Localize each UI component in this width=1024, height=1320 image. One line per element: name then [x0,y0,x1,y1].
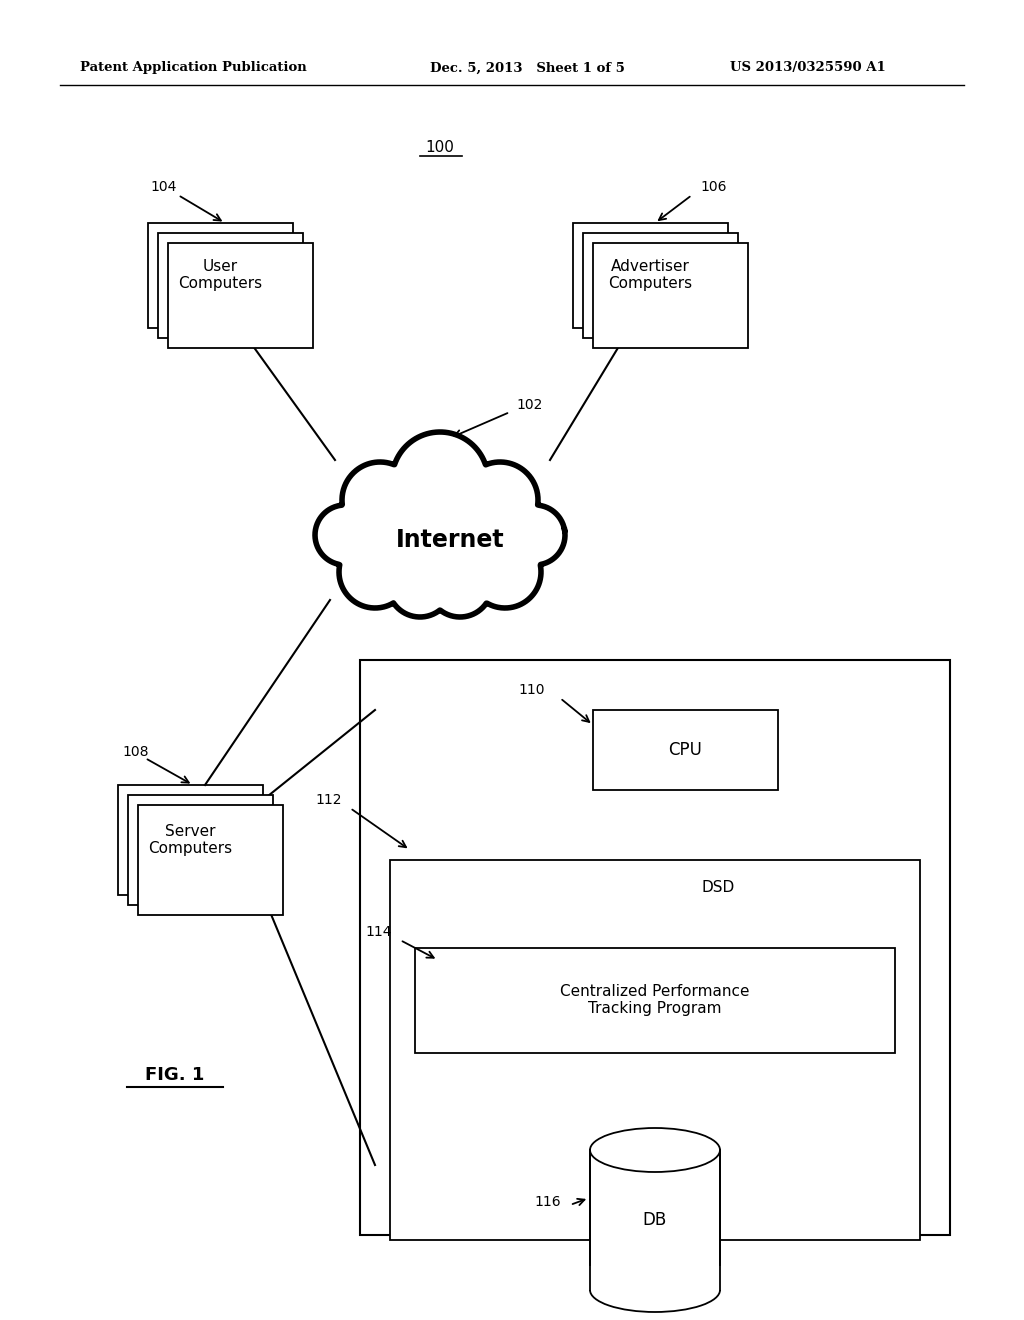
Text: Dec. 5, 2013   Sheet 1 of 5: Dec. 5, 2013 Sheet 1 of 5 [430,62,625,74]
Text: FIG. 1: FIG. 1 [145,1067,205,1084]
Text: 110: 110 [518,682,545,697]
Text: DSD: DSD [702,880,735,895]
Ellipse shape [590,1129,720,1172]
Bar [137,805,283,915]
Text: CPU: CPU [668,741,701,759]
Bar [572,223,727,327]
Bar [390,861,920,1239]
Ellipse shape [590,1269,720,1312]
Bar [593,243,748,347]
Text: Patent Application Publication: Patent Application Publication [80,62,307,74]
Text: 100: 100 [426,140,455,156]
Polygon shape [315,432,565,616]
Text: 104: 104 [150,180,176,194]
Text: 114: 114 [366,925,392,939]
Bar [593,710,777,789]
Bar [118,785,262,895]
Bar [158,232,302,338]
Text: 108: 108 [122,744,148,759]
Bar [583,232,737,338]
Bar [588,1266,722,1290]
Text: 106: 106 [700,180,726,194]
Text: US 2013/0325590 A1: US 2013/0325590 A1 [730,62,886,74]
Text: 116: 116 [535,1195,561,1209]
Bar [147,223,293,327]
Text: Advertiser
Computers: Advertiser Computers [608,259,692,292]
Text: 102: 102 [516,399,543,412]
Text: Internet: Internet [395,528,504,552]
Text: Server
Computers: Server Computers [147,824,232,857]
Bar [590,1150,720,1290]
Text: Centralized Performance
Tracking Program: Centralized Performance Tracking Program [560,983,750,1016]
Text: 112: 112 [315,793,342,807]
Bar [168,243,312,347]
Text: User
Computers: User Computers [178,259,262,292]
Bar [415,948,895,1052]
Bar [128,795,272,906]
Text: DB: DB [643,1210,667,1229]
Bar [360,660,950,1236]
